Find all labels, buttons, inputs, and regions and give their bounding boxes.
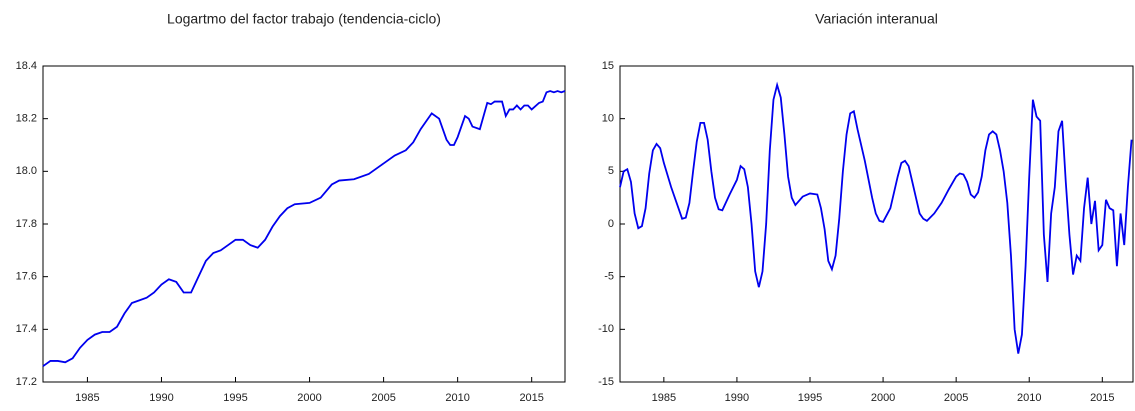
x-tick-label: 2010: [1017, 392, 1041, 404]
x-tick-label: 2000: [871, 392, 895, 404]
x-tick-label: 2010: [445, 392, 469, 404]
y-tick-label: -5: [604, 271, 614, 283]
y-tick-label: 18.4: [16, 60, 37, 72]
x-tick-label: 2005: [944, 392, 968, 404]
y-tick-label: -10: [598, 323, 614, 335]
data-line: [42, 90, 566, 367]
y-tick-label: 17.8: [16, 218, 37, 230]
y-tick-label: 0: [608, 218, 614, 230]
y-tick-label: 18.0: [16, 165, 37, 177]
y-tick-label: 17.6: [16, 271, 37, 283]
y-tick-label: 10: [602, 113, 614, 125]
x-tick-label: 2000: [297, 392, 321, 404]
y-tick-label: 17.2: [16, 376, 37, 388]
x-tick-label: 2005: [371, 392, 395, 404]
y-tick-label: -15: [598, 376, 614, 388]
x-tick-label: 1985: [652, 392, 676, 404]
y-tick-label: 15: [602, 60, 614, 72]
chart-title: Variación interanual: [815, 11, 938, 27]
x-tick-label: 1995: [798, 392, 822, 404]
x-tick-label: 1990: [725, 392, 749, 404]
x-tick-label: 2015: [1090, 392, 1114, 404]
y-tick-label: 18.2: [16, 113, 37, 125]
x-tick-label: 1985: [75, 392, 99, 404]
y-tick-label: 17.4: [16, 323, 37, 335]
x-tick-label: 2015: [519, 392, 543, 404]
plot-frame: [619, 65, 1134, 383]
plot-frame: [42, 65, 566, 383]
chart-title: Logartmo del factor trabajo (tendencia-c…: [167, 11, 441, 27]
y-tick-label: 5: [608, 165, 614, 177]
x-tick-label: 1995: [223, 392, 247, 404]
x-tick-label: 1990: [149, 392, 173, 404]
data-line: [619, 81, 1133, 354]
